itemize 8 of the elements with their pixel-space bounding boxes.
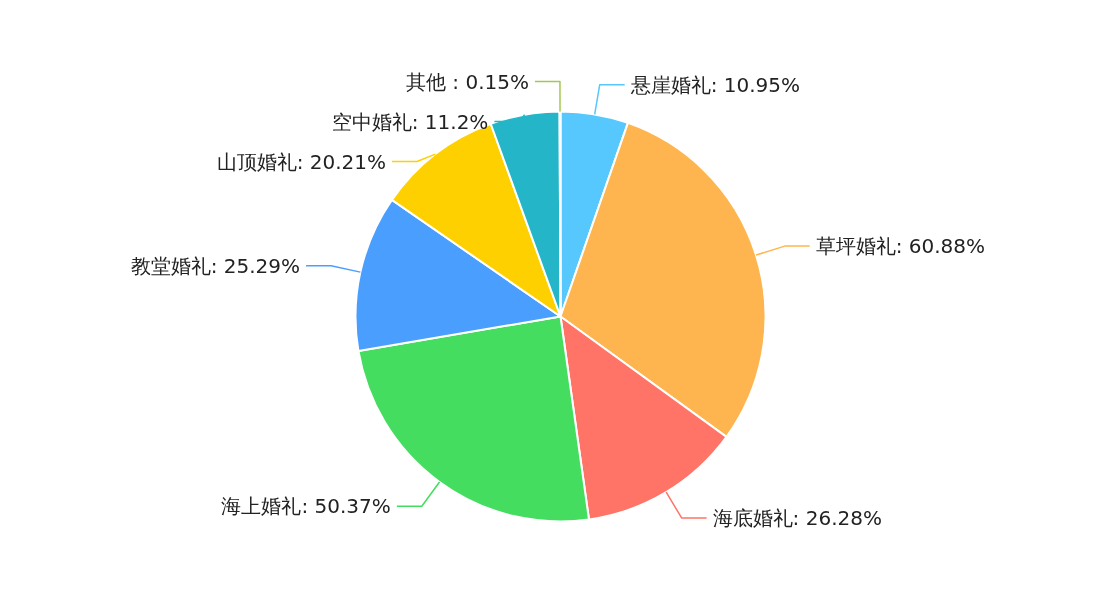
slice-label: 教堂婚礼: 25.29% xyxy=(130,253,301,278)
slice-label: 空中婚礼: 11.2% xyxy=(331,109,489,134)
slice-label: 其他 : 0.15% xyxy=(405,69,529,94)
slice-label: 海上婚礼: 50.37% xyxy=(221,494,391,519)
slice-label: 海底婚礼: 26.28% xyxy=(712,505,882,530)
slice-label: 草坪婚礼: 60.88% xyxy=(815,234,986,259)
slice-label: 悬崖婚礼: 10.95% xyxy=(629,72,801,97)
slice-label: 山顶婚礼: 20.21% xyxy=(216,149,387,174)
